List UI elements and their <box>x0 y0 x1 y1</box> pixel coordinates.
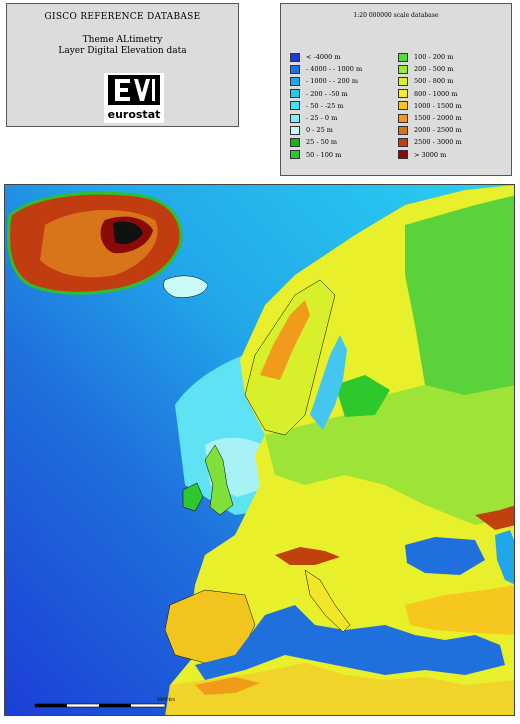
legend-item: < -4000 m <box>290 52 340 62</box>
legend-label: 100 - 200 m <box>414 53 454 61</box>
legend-label: 1500 - 2000 m <box>414 114 462 122</box>
legend-label: 1000 - 1500 m <box>414 101 462 110</box>
north-africa <box>165 663 514 715</box>
caspian-sea <box>495 530 514 585</box>
legend-item: 2500 - 3000 m <box>398 137 462 147</box>
legend-swatch <box>398 113 408 123</box>
legend-item: 25 - 50 m <box>290 137 337 147</box>
legend-swatch <box>398 76 408 86</box>
legend-item: 100 - 200 m <box>398 52 453 62</box>
black-sea <box>405 537 485 575</box>
legend-swatch <box>398 101 408 111</box>
legend-item: 0 - 25 m <box>290 125 333 135</box>
elevation-map: 1000 Km <box>4 184 515 716</box>
italy <box>304 569 351 633</box>
ireland <box>182 482 204 512</box>
anatolia <box>405 585 514 635</box>
legend-item: 1500 - 2000 m <box>398 113 462 123</box>
eurostat-logo-mark <box>108 75 160 105</box>
scale-bar-label: 1000 Km <box>157 697 175 702</box>
legend-scale: 1:20 000000 scale database <box>353 12 439 19</box>
legend-label: 2000 - 2500 m <box>414 126 462 135</box>
legend-label: > 3000 m <box>414 150 447 159</box>
legend-swatch <box>290 125 300 135</box>
legend-swatch <box>398 125 408 135</box>
legend-label: - 50 - -25 m <box>306 101 344 110</box>
legend-swatch <box>290 113 300 123</box>
legend-item: - 4000 - - 1000 m <box>290 64 362 74</box>
legend-label: 50 - 100 m <box>306 150 342 159</box>
legend-item: 50 - 100 m <box>290 150 341 160</box>
legend-swatch <box>398 64 408 74</box>
legend-item: 800 - 1000 m <box>398 89 458 99</box>
scandinavian-mountains <box>260 300 310 380</box>
legend-label: 25 - 50 m <box>306 138 338 147</box>
eurostat-logo: eurostat <box>104 73 164 123</box>
legend-label: 2500 - 3000 m <box>414 138 462 147</box>
caucasus <box>475 505 514 530</box>
legend-item: 200 - 500 m <box>398 64 453 74</box>
baltic-lowland <box>335 375 390 417</box>
atlas-mountains <box>195 677 260 695</box>
theme-title: Theme ALtimetry <box>82 35 163 45</box>
scandinavia <box>244 279 336 436</box>
legend-item: 1000 - 1500 m <box>398 101 462 111</box>
database-title: GISCO REFERENCE DATABASE <box>44 12 201 22</box>
greenland-ice-peak <box>113 221 143 245</box>
eurostat-logo-text: eurostat <box>107 108 161 121</box>
legend-label: 800 - 1000 m <box>414 89 458 98</box>
legend-item: - 25 - 0 m <box>290 113 337 123</box>
legend-swatch <box>398 52 408 62</box>
legend-swatch <box>290 101 300 111</box>
elevation-map-svg: 1000 Km <box>5 185 514 715</box>
legend-label: 500 - 800 m <box>414 77 454 86</box>
legend-swatch <box>290 150 300 160</box>
legend-item: 500 - 800 m <box>398 76 453 86</box>
legend-label: 200 - 500 m <box>414 65 454 74</box>
legend-swatch <box>290 76 300 86</box>
legend-item: > 3000 m <box>398 150 446 160</box>
legend-label: - 25 - 0 m <box>306 114 338 122</box>
layer-title: Layer Digital Elevation data <box>58 46 187 56</box>
great-britain <box>204 444 234 516</box>
legend-item: - 200 - -50 m <box>290 89 348 99</box>
legend-label: - 4000 - - 1000 m <box>306 65 363 74</box>
legend-swatch <box>398 150 408 160</box>
legend-label: - 1000 - - 200 m <box>306 77 359 86</box>
russia-lowland <box>405 195 514 395</box>
legend-panel: 1:20 000000 scale database < -4000 m - 40… <box>280 3 512 176</box>
legend-label: < -4000 m <box>306 53 341 61</box>
legend-swatch <box>290 137 300 147</box>
legend-item: - 50 - -25 m <box>290 101 344 111</box>
title-panel: GISCO REFERENCE DATABASE Theme ALtimetry… <box>6 3 239 127</box>
legend-swatch <box>290 52 300 62</box>
legend-swatch <box>398 89 408 99</box>
north-european-plain <box>265 365 514 525</box>
legend-label: - 200 - -50 m <box>306 89 348 98</box>
legend-item: 2000 - 2500 m <box>398 125 462 135</box>
legend-label: 0 - 25 m <box>306 126 333 135</box>
legend-item: - 1000 - - 200 m <box>290 76 358 86</box>
legend-swatch <box>290 64 300 74</box>
legend-swatch <box>290 89 300 99</box>
greenland-coast <box>7 191 183 295</box>
legend-swatch <box>398 137 408 147</box>
iceland <box>163 275 209 298</box>
scale-bar: 1000 Km <box>34 697 175 708</box>
alps <box>275 547 340 565</box>
mediterranean-sea <box>195 605 505 680</box>
baltic-sea <box>310 335 347 430</box>
